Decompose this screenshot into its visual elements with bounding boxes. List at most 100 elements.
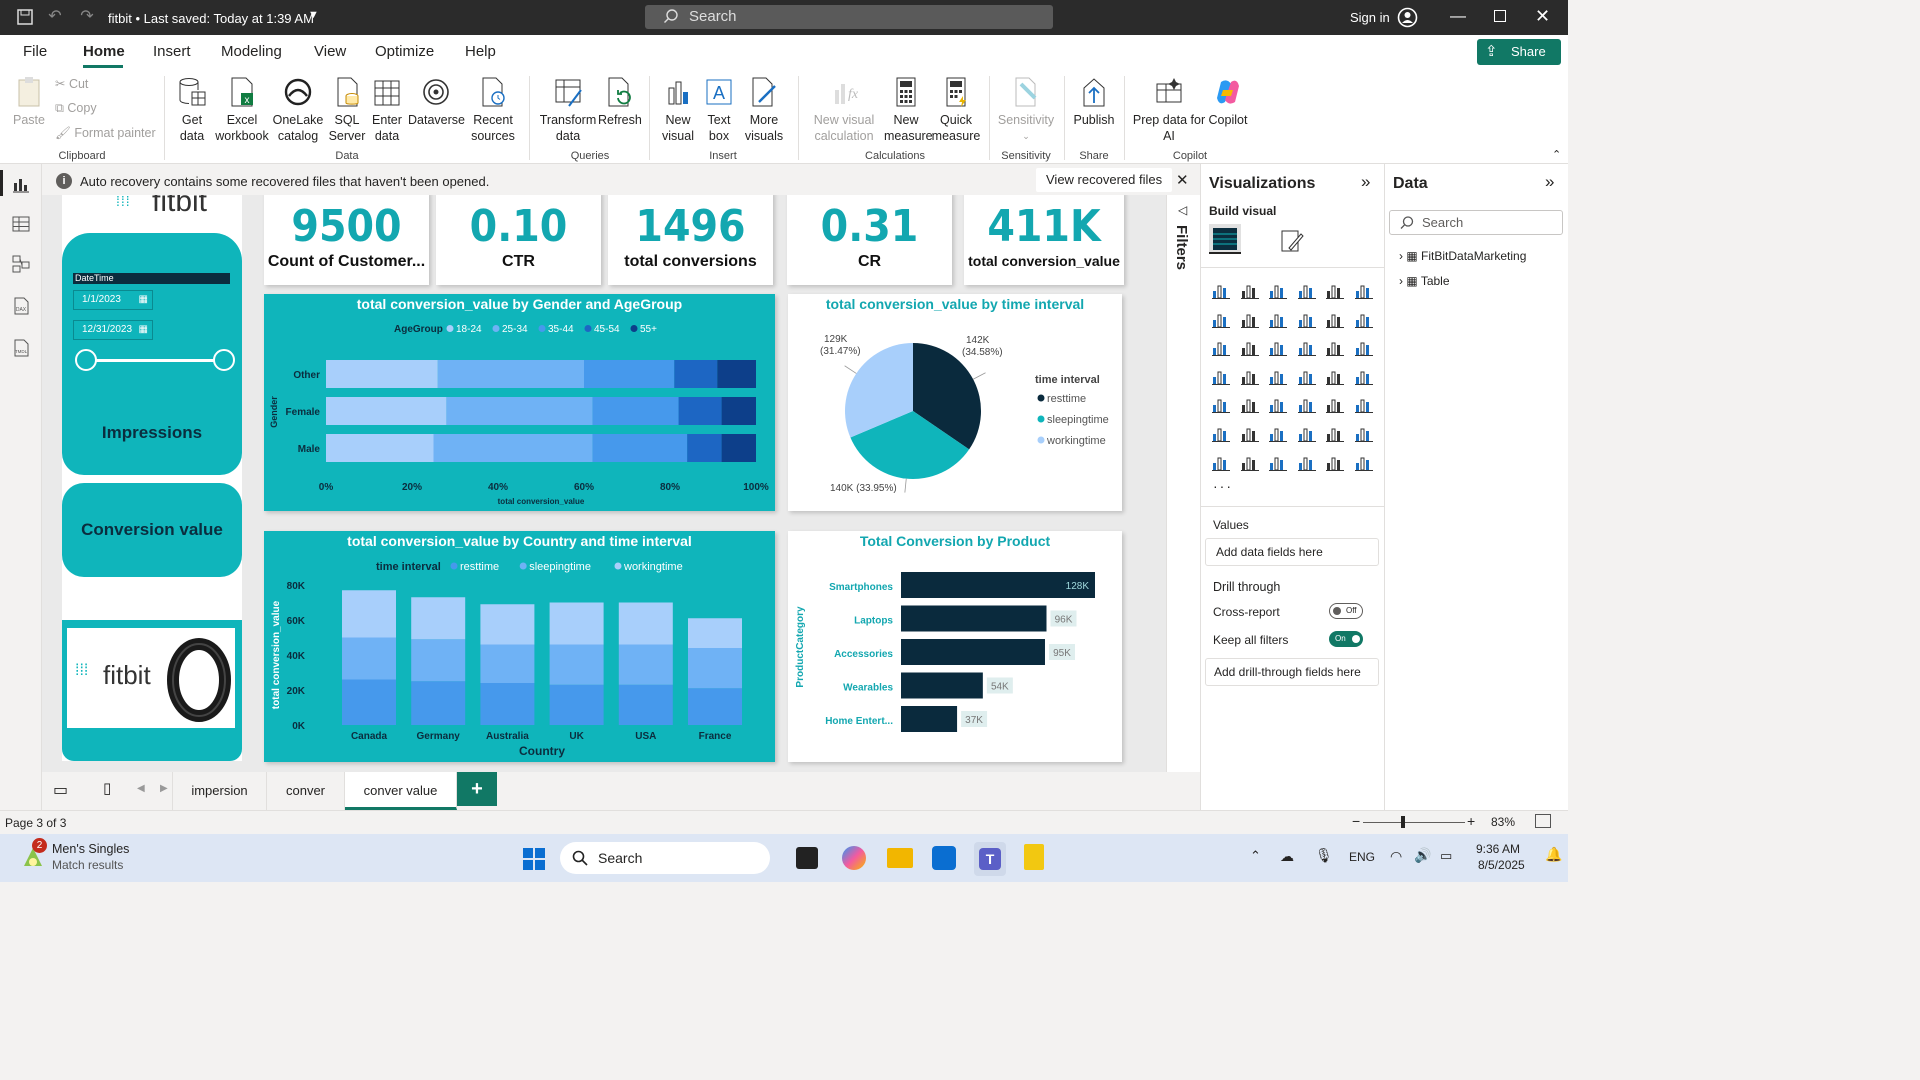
funnel-icon[interactable] [1268, 337, 1288, 357]
map-icon[interactable] [1240, 366, 1260, 386]
card-icon[interactable] [1354, 366, 1374, 386]
100-column-icon[interactable] [1354, 280, 1374, 300]
clock-time[interactable]: 9:36 AM [1476, 842, 1521, 856]
clock-date[interactable]: 8/5/2025 [1478, 858, 1525, 872]
save-icon[interactable] [16, 8, 34, 26]
text-box-button[interactable]: A Text box [702, 76, 736, 144]
onelake-catalog-button[interactable]: OneLake catalog [272, 76, 324, 144]
cross-report-toggle[interactable]: Off [1329, 603, 1363, 619]
stacked-area-icon[interactable] [1268, 309, 1288, 329]
pie-icon[interactable] [1325, 337, 1345, 357]
get-data-button[interactable]: Get data [172, 76, 212, 144]
zoom-out-icon[interactable]: − [1352, 813, 1361, 829]
model-view-icon[interactable] [11, 254, 31, 274]
chart-country-time-interval[interactable]: total conversion_value by Country and ti… [264, 531, 775, 762]
menu-view[interactable]: View [314, 43, 347, 60]
close-icon[interactable]: ✕ [1535, 6, 1551, 26]
ribbon-chart-icon[interactable] [1211, 337, 1231, 357]
notifications-icon[interactable]: 🔔 [1545, 846, 1563, 862]
filters-pane-collapsed[interactable]: ◁ Filters [1166, 195, 1200, 772]
news-title[interactable]: Men's Singles [52, 842, 130, 856]
slider-start-handle[interactable] [75, 349, 97, 371]
language-indicator[interactable]: ENG [1349, 850, 1376, 864]
volume-icon[interactable]: 🔊 [1414, 847, 1432, 863]
scatter-icon[interactable] [1297, 337, 1317, 357]
minimize-icon[interactable]: — [1450, 8, 1466, 25]
stacked-column-icon[interactable] [1240, 280, 1260, 300]
calendar-icon[interactable]: ▦ [138, 294, 148, 305]
power-apps-icon[interactable] [1297, 452, 1317, 472]
show-hidden-icons-icon[interactable]: ⌃ [1250, 848, 1261, 863]
search-input[interactable]: Search [645, 5, 1053, 29]
zoom-slider-track[interactable] [1363, 822, 1465, 823]
data-search-input[interactable]: Search [1389, 210, 1563, 235]
line-icon[interactable] [1211, 309, 1231, 329]
matrix-icon[interactable] [1325, 394, 1345, 414]
network-cloud-icon[interactable]: ☁ [1280, 848, 1294, 864]
menu-optimize[interactable]: Optimize [375, 43, 435, 60]
recent-sources-button[interactable]: Recent sources [466, 76, 520, 144]
page-tab-conver[interactable]: conver [267, 772, 345, 810]
menu-home[interactable]: Home [83, 43, 125, 60]
copilot-taskbar-icon[interactable] [842, 846, 866, 870]
ribbon-icon[interactable] [1297, 309, 1317, 329]
collapse-pane-icon[interactable]: » [1361, 172, 1371, 191]
r-visual-icon[interactable] [1354, 394, 1374, 414]
trophy-icon[interactable] [1354, 423, 1374, 443]
more-visuals-button[interactable]: More visuals [738, 76, 790, 144]
format-painter-button[interactable]: 🖌 Format painter [55, 125, 156, 141]
refresh-button[interactable]: Refresh [598, 76, 642, 128]
news-widget-icon[interactable]: 2 [20, 838, 47, 870]
cut-button[interactable]: ✂ Cut [55, 76, 88, 92]
quick-measure-button[interactable]: Quick measure [930, 76, 982, 144]
publish-button[interactable]: Publish [1072, 76, 1116, 128]
build-visual-tab[interactable] [1209, 224, 1241, 254]
document-title[interactable]: fitbit • Last saved: Today at 1:39 AM [108, 11, 314, 26]
windows-start-icon[interactable] [522, 847, 546, 871]
report-view-icon[interactable] [11, 174, 31, 194]
store-icon[interactable] [932, 846, 956, 870]
filled-map-icon[interactable] [1268, 366, 1288, 386]
sensitivity-button[interactable]: Sensitivity ⌄ [996, 76, 1056, 144]
page-tab-conver-value[interactable]: conver value [345, 772, 457, 810]
copy-button[interactable]: ⧉ Copy [55, 100, 97, 116]
scroll-left-icon[interactable]: ◀ [137, 783, 145, 794]
fit-to-page-icon[interactable] [1535, 814, 1551, 828]
desktop-layout-icon[interactable]: ▭ [53, 782, 69, 799]
dataverse-button[interactable]: Dataverse [408, 76, 465, 128]
battery-icon[interactable]: ▭ [1440, 848, 1453, 863]
sign-in-link[interactable]: Sign in [1350, 10, 1390, 25]
power-bi-icon[interactable] [1024, 844, 1044, 870]
kpi-icon[interactable] [1240, 394, 1260, 414]
end-date-input[interactable]: 12/31/2023 ▦ [73, 320, 153, 340]
waterfall-icon[interactable] [1240, 337, 1260, 357]
100-bar-icon[interactable] [1325, 280, 1345, 300]
collapse-ribbon-icon[interactable]: ⌃ [1552, 149, 1562, 161]
close-notice-icon[interactable]: ✕ [1176, 172, 1189, 189]
task-view-icon[interactable] [796, 847, 818, 869]
qna-icon[interactable] [1297, 423, 1317, 443]
table-icon[interactable] [1297, 394, 1317, 414]
conversion-value-button[interactable]: Conversion value [62, 483, 242, 577]
undo-icon[interactable]: ↶ [48, 8, 62, 25]
chevron-icon[interactable] [1354, 452, 1374, 472]
line-clustered-icon[interactable] [1354, 309, 1374, 329]
menu-help[interactable]: Help [465, 43, 496, 60]
gauge-icon[interactable] [1325, 366, 1345, 386]
treemap-icon[interactable] [1211, 366, 1231, 386]
mobile-layout-icon[interactable]: ▯ [103, 780, 112, 797]
view-recovered-files-button[interactable]: View recovered files [1036, 168, 1173, 192]
paginated-icon[interactable] [1325, 423, 1345, 443]
start-date-input[interactable]: 1/1/2023 ▦ [73, 290, 153, 310]
stacked-bar-icon[interactable] [1211, 280, 1231, 300]
zoom-in-icon[interactable]: + [1467, 813, 1476, 829]
dax-query-view-icon[interactable]: DAX [11, 296, 31, 316]
scroll-right-icon[interactable]: ▶ [160, 783, 168, 794]
python-visual-icon[interactable] [1211, 423, 1231, 443]
paste-button[interactable]: Paste [10, 76, 48, 128]
enter-data-button[interactable]: Enter data [370, 76, 404, 144]
menu-file[interactable]: File [23, 43, 48, 60]
chevron-down-icon[interactable]: ▼ [308, 9, 319, 21]
microphone-icon[interactable]: 🎙 [1315, 847, 1333, 863]
redo-icon[interactable]: ↷ [80, 8, 94, 25]
